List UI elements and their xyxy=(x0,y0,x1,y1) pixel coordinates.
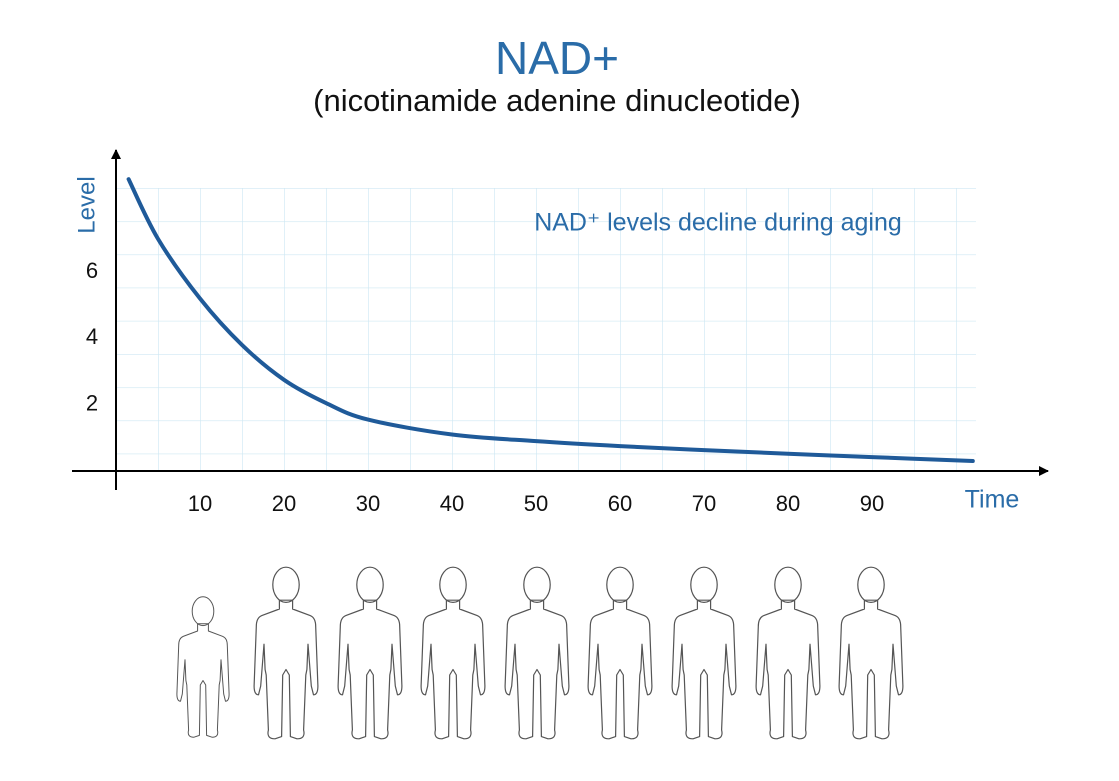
x-tick-label: 90 xyxy=(860,491,884,516)
x-tick-label: 80 xyxy=(776,491,800,516)
person xyxy=(504,566,570,740)
x-tick-label: 10 xyxy=(188,491,212,516)
person-fill xyxy=(756,727,820,739)
person xyxy=(420,566,486,740)
person xyxy=(587,566,653,740)
y-axis-label: Level xyxy=(73,176,100,233)
x-tick-label: 40 xyxy=(440,491,464,516)
person-outline xyxy=(253,566,319,740)
figures xyxy=(176,566,904,740)
person-fill xyxy=(421,672,485,739)
y-tick-label: 2 xyxy=(86,390,98,415)
person-outline xyxy=(420,566,486,740)
person-outline xyxy=(176,596,230,738)
chart-subtitle: (nicotinamide adenine dinucleotide) xyxy=(313,83,801,118)
x-tick-label: 30 xyxy=(356,491,380,516)
x-axis-label: Time xyxy=(965,486,1020,514)
person-outline xyxy=(504,566,570,740)
curve xyxy=(126,177,975,464)
person-fill xyxy=(672,722,736,739)
annotation: NAD⁺ levels decline during aging xyxy=(534,209,902,237)
person-fill xyxy=(588,710,652,739)
y-tick-label: 6 xyxy=(86,258,98,283)
person-outline xyxy=(337,566,403,740)
person xyxy=(671,566,737,740)
person-fill xyxy=(505,690,569,739)
y-tick-label: 4 xyxy=(86,324,98,349)
person-outline xyxy=(587,566,653,740)
person-outline xyxy=(838,566,904,740)
person xyxy=(838,566,904,740)
person xyxy=(176,596,230,738)
x-tick-label: 50 xyxy=(524,491,548,516)
grid xyxy=(116,188,976,471)
person-fill xyxy=(176,596,230,738)
x-tick-label: 20 xyxy=(272,491,296,516)
chart-title: NAD+ xyxy=(495,32,619,84)
person xyxy=(337,566,403,740)
x-tick-label: 70 xyxy=(692,491,716,516)
person-fill xyxy=(839,732,903,739)
person-outline xyxy=(671,566,737,740)
person-outline xyxy=(755,566,821,740)
person xyxy=(253,566,319,740)
person-fill xyxy=(338,650,402,739)
x-tick-label: 60 xyxy=(608,491,632,516)
person xyxy=(755,566,821,740)
